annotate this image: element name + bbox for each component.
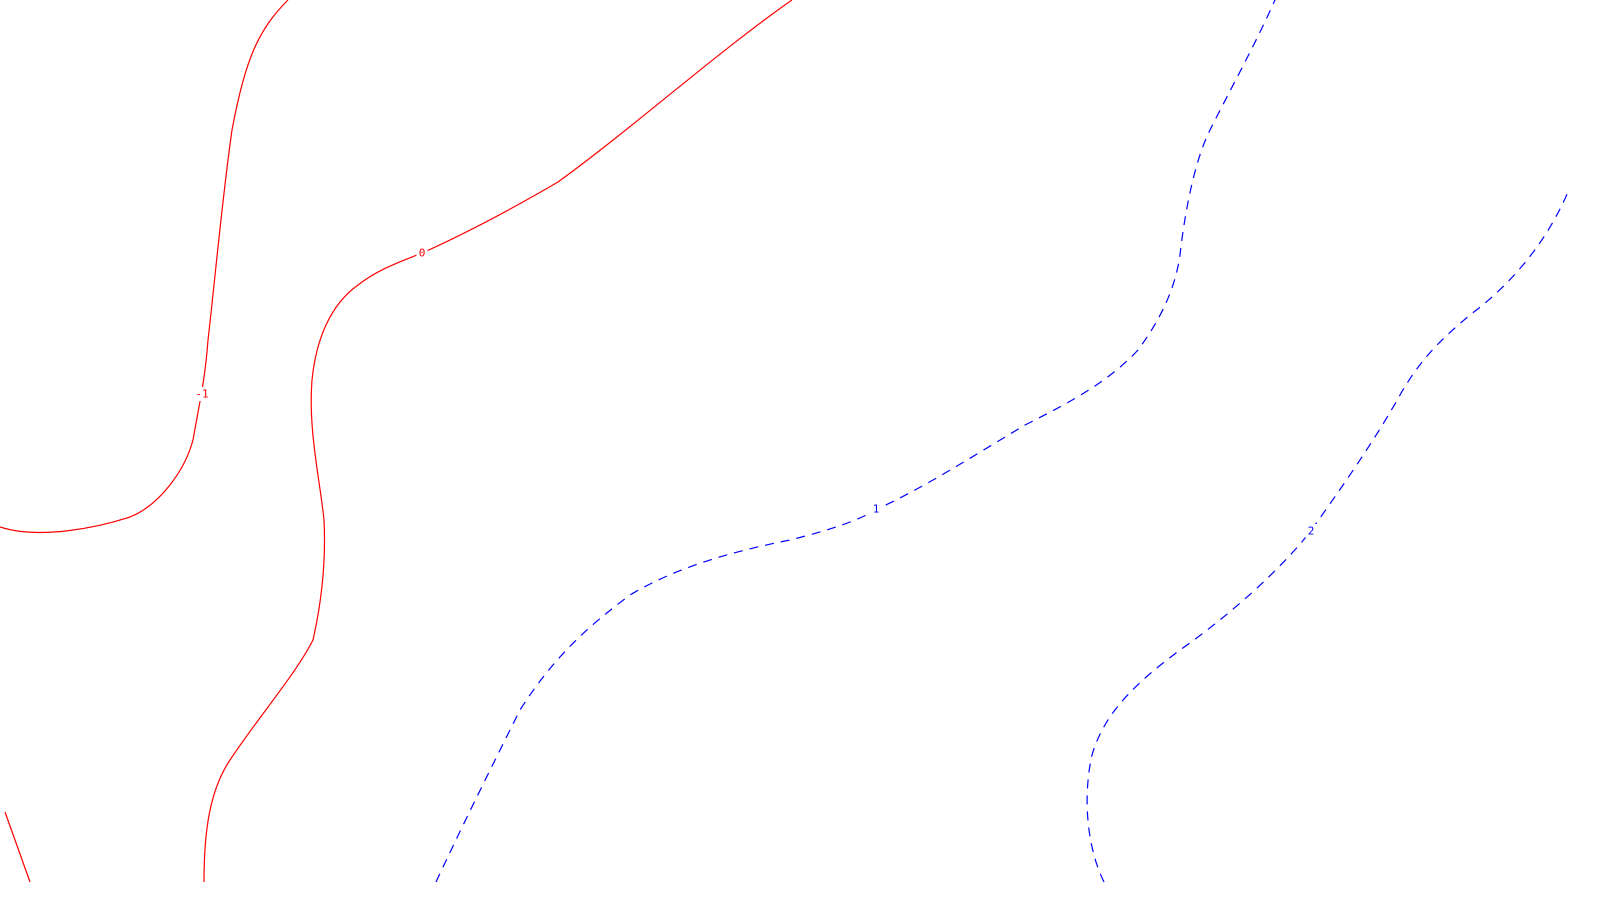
contour-line-level-neg1-segment-2	[4, 811, 31, 883]
contour-label-gap	[870, 502, 882, 516]
contour-labels: -1 0 1 2	[193, 246, 1317, 538]
contour-label-gap	[416, 246, 428, 260]
contour-label-level-neg1: -1	[195, 388, 208, 401]
contour-label-level-2: 2	[1308, 525, 1315, 538]
contour-line-level-0	[203, 0, 793, 883]
contour-line-level-2	[1086, 191, 1569, 883]
contour-line-level-1	[435, 0, 1276, 883]
contour-label-level-0: 0	[419, 247, 426, 260]
contour-line-level-neg1	[0, 0, 289, 534]
contour-lines	[0, 0, 1569, 883]
contour-label-level-1: 1	[873, 503, 880, 516]
contour-label-gap	[193, 387, 211, 401]
contour-label-gap	[1305, 524, 1317, 538]
